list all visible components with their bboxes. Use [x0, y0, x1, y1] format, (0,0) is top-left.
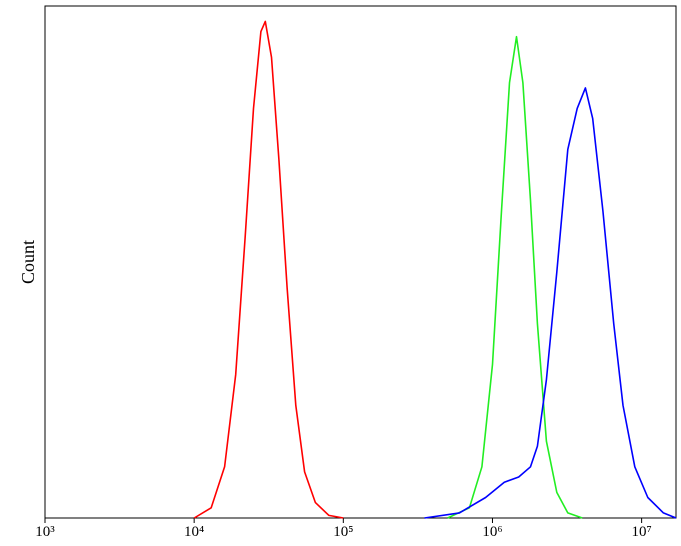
y-axis-label: Count — [18, 240, 38, 284]
histogram-line — [424, 87, 677, 519]
histogram-line — [193, 20, 344, 519]
x-tick-label: 10⁷ — [632, 524, 652, 540]
x-tick-label: 10³ — [35, 524, 55, 540]
x-tick-label: 10⁴ — [184, 524, 204, 540]
x-tick-label: 10⁵ — [333, 524, 353, 540]
plot-frame — [44, 5, 677, 519]
x-tick-label: 10⁶ — [482, 524, 502, 540]
histogram-line — [447, 35, 583, 519]
